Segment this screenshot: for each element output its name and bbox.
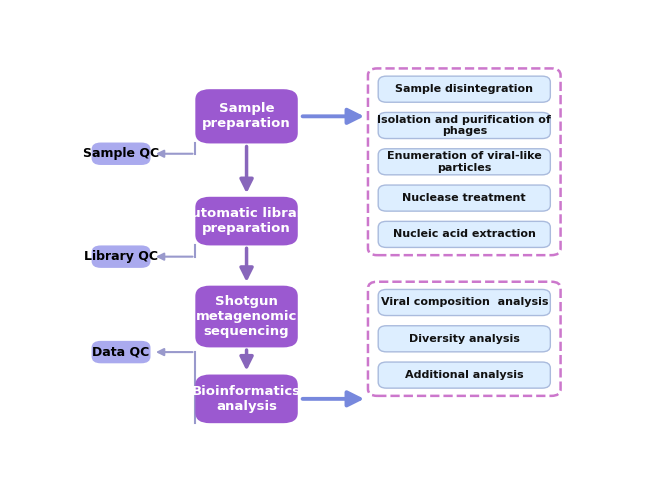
Text: Sample
preparation: Sample preparation: [202, 103, 291, 130]
Text: Additional analysis: Additional analysis: [405, 370, 524, 380]
FancyBboxPatch shape: [196, 197, 297, 245]
FancyBboxPatch shape: [378, 221, 551, 247]
FancyBboxPatch shape: [378, 326, 551, 352]
Text: Diversity analysis: Diversity analysis: [409, 334, 520, 344]
Text: Sample disintegration: Sample disintegration: [395, 84, 533, 94]
FancyBboxPatch shape: [378, 362, 551, 388]
Text: Nucleic acid extraction: Nucleic acid extraction: [393, 229, 535, 240]
FancyBboxPatch shape: [196, 89, 297, 143]
FancyBboxPatch shape: [378, 76, 551, 102]
FancyBboxPatch shape: [196, 375, 297, 423]
FancyBboxPatch shape: [92, 245, 151, 268]
FancyBboxPatch shape: [378, 185, 551, 211]
Text: Bioinformatics
analysis: Bioinformatics analysis: [192, 385, 301, 413]
Text: Nuclease treatment: Nuclease treatment: [403, 193, 526, 203]
Text: Enumeration of viral-like
particles: Enumeration of viral-like particles: [387, 151, 541, 173]
FancyBboxPatch shape: [378, 112, 551, 139]
Text: Data QC: Data QC: [93, 346, 149, 359]
FancyBboxPatch shape: [378, 149, 551, 175]
FancyBboxPatch shape: [196, 286, 297, 347]
Text: Viral composition  analysis: Viral composition analysis: [381, 297, 548, 308]
Text: Library QC: Library QC: [84, 250, 158, 263]
Text: Automatic library
preparation: Automatic library preparation: [181, 207, 312, 235]
FancyBboxPatch shape: [378, 290, 551, 315]
Text: Shotgun
metagenomic
sequencing: Shotgun metagenomic sequencing: [196, 295, 297, 338]
Text: Isolation and purification of
phages: Isolation and purification of phages: [377, 115, 551, 136]
FancyBboxPatch shape: [92, 142, 151, 165]
FancyBboxPatch shape: [92, 341, 151, 364]
Text: Sample QC: Sample QC: [83, 147, 159, 160]
